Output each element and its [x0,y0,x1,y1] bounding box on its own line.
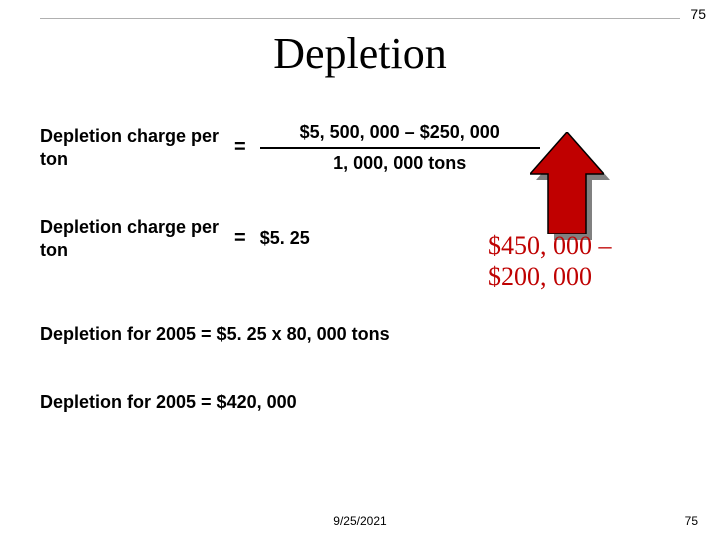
up-arrow [530,132,610,240]
footer-page-number: 75 [685,514,698,528]
formula2-equals: = [234,227,246,250]
slide-title: Depletion [0,28,720,79]
computation-line-1: Depletion for 2005 = $5. 25 x 80, 000 to… [40,324,390,345]
formula-row-2: Depletion charge per ton = $5. 25 [40,216,310,261]
up-arrow-icon [530,132,604,234]
formula1-denominator: 1, 000, 000 tons [325,149,474,174]
formula1-equals: = [234,136,246,159]
formula-row-1: Depletion charge per ton = $5, 500, 000 … [40,122,540,174]
formula2-value: $5. 25 [260,228,310,249]
footer-date: 9/25/2021 [0,514,720,528]
formula1-numerator: $5, 500, 000 – $250, 000 [292,122,508,147]
callout-line1: $450, 000 – [488,230,612,261]
top-rule [40,18,680,19]
formula1-label: Depletion charge per ton [40,125,220,170]
callout-text: $450, 000 – $200, 000 [488,230,612,292]
slide: 75 Depletion Depletion charge per ton = … [0,0,720,540]
formula2-label: Depletion charge per ton [40,216,220,261]
callout-line2: $200, 000 [488,261,612,292]
page-number-corner: 75 [690,6,706,22]
formula1-fraction: $5, 500, 000 – $250, 000 1, 000, 000 ton… [260,122,540,174]
computation-line-2: Depletion for 2005 = $420, 000 [40,392,297,413]
